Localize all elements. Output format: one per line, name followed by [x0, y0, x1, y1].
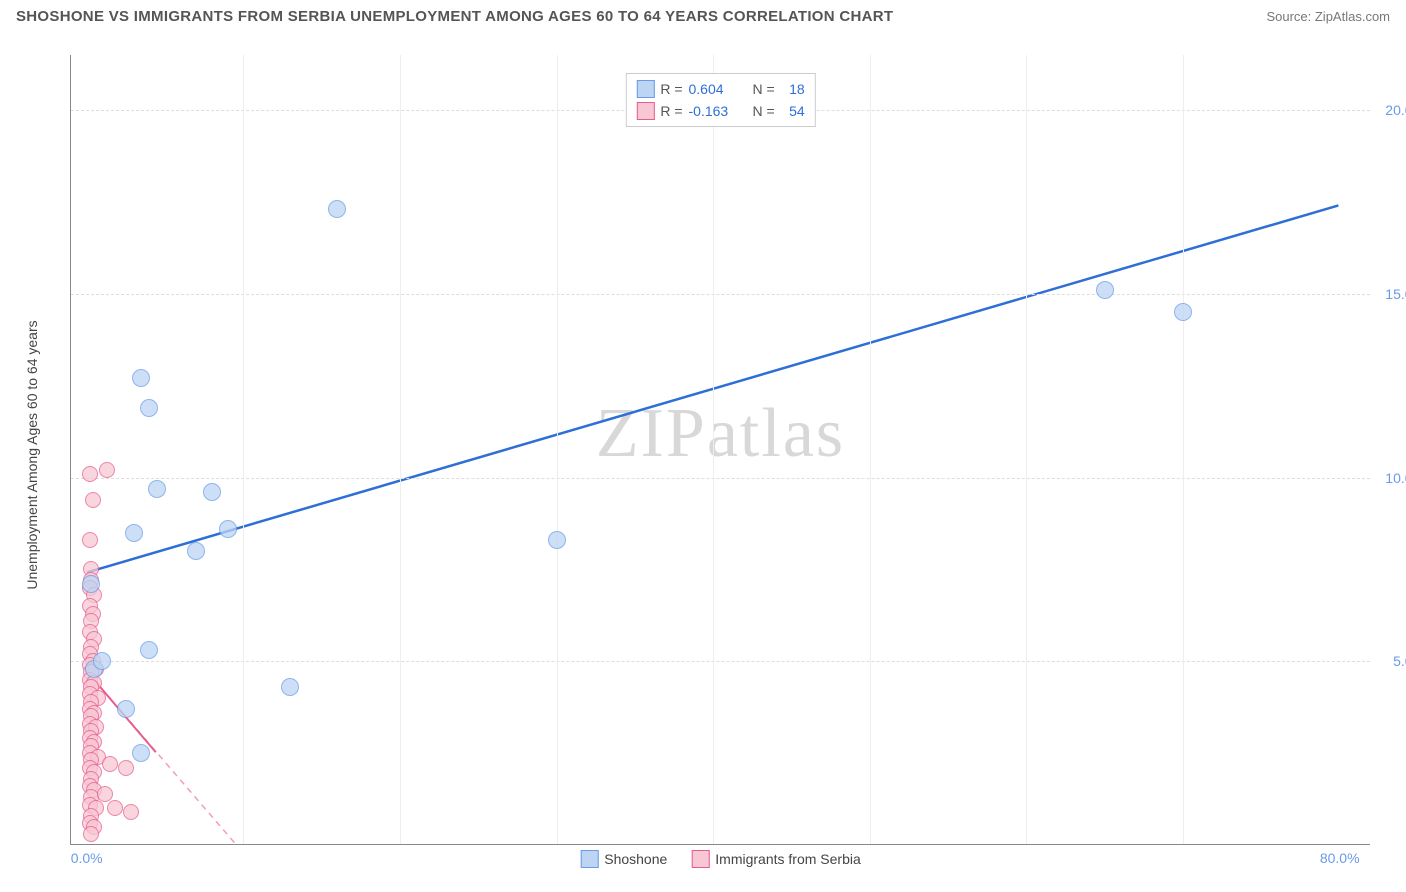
y-tick-label: 10.0% [1385, 470, 1406, 486]
chart-source: Source: ZipAtlas.com [1266, 9, 1390, 24]
data-point [83, 826, 99, 842]
data-point [123, 804, 139, 820]
gridline-v [713, 55, 714, 844]
legend-swatch [691, 850, 709, 868]
data-point [1096, 281, 1114, 299]
legend-swatch [580, 850, 598, 868]
data-point [219, 520, 237, 538]
data-point [97, 786, 113, 802]
data-point [117, 700, 135, 718]
legend-correlation-row: R = 0.604 N = 18 [636, 78, 804, 100]
legend-r-label: R = [660, 81, 682, 97]
data-point [82, 466, 98, 482]
data-point [102, 756, 118, 772]
y-tick-label: 20.0% [1385, 102, 1406, 118]
legend-series-label: Shoshone [604, 851, 667, 867]
gridline-v [1026, 55, 1027, 844]
data-point [99, 462, 115, 478]
data-point [107, 800, 123, 816]
trend-lines [71, 55, 1370, 844]
legend-correlation: R = 0.604 N = 18 R = -0.163 N = 54 [625, 73, 815, 127]
chart-container: Unemployment Among Ages 60 to 64 years Z… [50, 40, 1390, 870]
data-point [187, 542, 205, 560]
legend-series: Shoshone Immigrants from Serbia [580, 850, 861, 868]
data-point [132, 369, 150, 387]
legend-n-label: N = [753, 81, 775, 97]
data-point [140, 641, 158, 659]
gridline-h [71, 661, 1370, 662]
gridline-v [400, 55, 401, 844]
data-point [281, 678, 299, 696]
legend-n-value: 18 [781, 81, 805, 97]
gridline-v [557, 55, 558, 844]
gridline-v [1183, 55, 1184, 844]
gridline-v [870, 55, 871, 844]
x-tick-label: 80.0% [1320, 850, 1360, 866]
data-point [203, 483, 221, 501]
y-tick-label: 15.0% [1385, 286, 1406, 302]
plot-area: ZIPatlas R =0.604N =18R =-0.163N =54 Sho… [70, 55, 1370, 845]
legend-r-value: 0.604 [689, 81, 739, 97]
gridline-h [71, 294, 1370, 295]
legend-n-label: N = [753, 103, 775, 119]
gridline-v [243, 55, 244, 844]
data-point [548, 531, 566, 549]
y-tick-label: 5.0% [1393, 653, 1406, 669]
data-point [1174, 303, 1192, 321]
legend-swatch [636, 80, 654, 98]
legend-swatch [636, 102, 654, 120]
chart-header: SHOSHONE VS IMMIGRANTS FROM SERBIA UNEMP… [0, 0, 1406, 33]
y-axis-label: Unemployment Among Ages 60 to 64 years [24, 320, 40, 589]
chart-title: SHOSHONE VS IMMIGRANTS FROM SERBIA UNEMP… [16, 8, 893, 25]
data-point [85, 492, 101, 508]
legend-series-item: Shoshone [580, 850, 667, 868]
data-point [93, 652, 111, 670]
data-point [82, 532, 98, 548]
data-point [148, 480, 166, 498]
legend-r-value: -0.163 [689, 103, 739, 119]
legend-series-item: Immigrants from Serbia [691, 850, 860, 868]
x-tick-label: 0.0% [71, 850, 103, 866]
data-point [140, 399, 158, 417]
data-point [328, 200, 346, 218]
gridline-h [71, 478, 1370, 479]
legend-series-label: Immigrants from Serbia [715, 851, 860, 867]
data-point [82, 575, 100, 593]
legend-r-label: R = [660, 103, 682, 119]
data-point [132, 744, 150, 762]
data-point [118, 760, 134, 776]
data-point [125, 524, 143, 542]
legend-correlation-row: R = -0.163 N = 54 [636, 100, 804, 122]
legend-n-value: 54 [781, 103, 805, 119]
